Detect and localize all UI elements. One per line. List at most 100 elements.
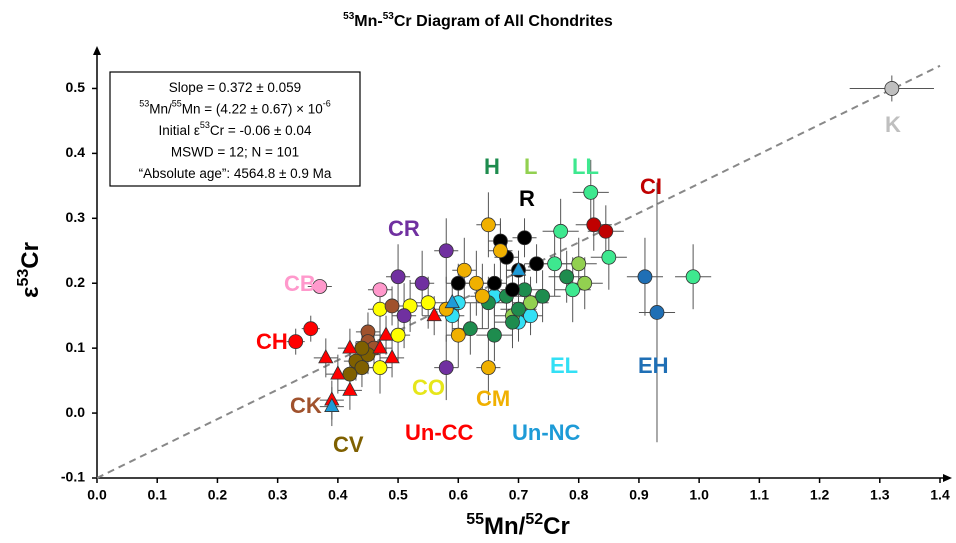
- x-axis-arrow: [943, 474, 952, 482]
- x-tick-label: 0.7: [509, 487, 529, 503]
- x-tick-label: 1.3: [870, 487, 890, 503]
- point: [390, 269, 406, 285]
- point: [462, 321, 478, 337]
- point: [553, 223, 569, 239]
- point: [685, 269, 701, 285]
- point: [384, 298, 400, 314]
- stats-line-part: MSWD = 12; N = 101: [171, 144, 299, 159]
- stats-line: “Absolute age”: 4564.8 ± 0.9 Ma: [139, 166, 332, 181]
- stats-line: MSWD = 12; N = 101: [171, 144, 299, 159]
- legend-label: K: [885, 112, 901, 137]
- point: [330, 365, 346, 380]
- x-tick-label: 0.3: [268, 487, 288, 503]
- x-axis-label: 55Mn/52Cr: [466, 511, 570, 541]
- point: [378, 326, 394, 341]
- legend-label: CV: [333, 432, 364, 457]
- legend-label: EH: [638, 353, 669, 378]
- legend-label: H: [484, 154, 500, 179]
- point: [396, 308, 412, 324]
- point: [577, 275, 593, 291]
- point: [438, 360, 454, 376]
- x-tick-label: 0.5: [388, 487, 408, 503]
- stats-line-part: Mn/: [149, 101, 172, 116]
- point: [450, 327, 466, 343]
- point: [324, 397, 340, 412]
- point: [318, 349, 334, 364]
- y-axis-label-part: 53: [15, 269, 32, 287]
- point: [354, 340, 370, 356]
- point: [649, 305, 665, 320]
- stats-line-part: Mn = (4.22 ± 0.67) × 10: [182, 101, 323, 116]
- point: [456, 262, 472, 278]
- y-axis-label: ε53Cr: [15, 242, 45, 298]
- point: [529, 256, 544, 272]
- x-axis-label-part: Cr: [543, 513, 570, 540]
- point: [372, 339, 388, 354]
- chart-title-part: Mn-: [354, 13, 382, 30]
- point: [342, 366, 358, 382]
- x-tick-label: 0.0: [87, 487, 107, 503]
- point: [390, 327, 406, 343]
- legend-label: CK: [290, 393, 322, 418]
- x-axis-label-part: 55: [466, 511, 484, 528]
- legend-label: CM: [476, 386, 510, 411]
- chart-title-part: 53: [343, 11, 355, 22]
- point: [559, 269, 575, 285]
- legend-label: LL: [572, 154, 599, 179]
- stats-line-part: Cr = -0.06 ± 0.04: [210, 123, 312, 138]
- point: [312, 279, 328, 294]
- stats-line-part: Initial ε: [159, 123, 200, 138]
- y-tick-label: 0.3: [66, 209, 86, 225]
- stats-line-part: -6: [323, 99, 331, 109]
- chart-title-part: 53: [383, 11, 395, 22]
- point: [884, 81, 900, 96]
- legend-label: CI: [640, 174, 662, 199]
- stats-line-part: 53: [200, 120, 210, 130]
- legend-label: R: [519, 186, 535, 211]
- y-axis-label-part: ε: [17, 287, 44, 298]
- point: [517, 230, 532, 246]
- y-tick-label: 0.0: [66, 404, 86, 420]
- x-tick-label: 1.4: [930, 487, 950, 503]
- point: [511, 301, 526, 317]
- point: [523, 295, 538, 311]
- legend-label: Un-NC: [512, 420, 581, 445]
- point: [480, 217, 496, 233]
- point: [342, 381, 358, 396]
- stats-line-part: 55: [172, 99, 182, 109]
- point: [444, 293, 460, 309]
- stats-line-part: “Absolute age”: 4564.8 ± 0.9 Ma: [139, 166, 332, 181]
- point: [438, 243, 454, 259]
- point: [487, 327, 502, 343]
- point: [586, 217, 602, 233]
- point: [535, 288, 550, 304]
- chart-title: 53Mn-53Cr Diagram of All Chondrites: [343, 11, 613, 30]
- point: [583, 184, 599, 200]
- stats-box: [109, 71, 361, 187]
- stats-line-part: 53: [139, 99, 149, 109]
- y-tick-label: 0.4: [66, 144, 86, 160]
- legend-label: CB: [284, 271, 316, 296]
- point: [480, 360, 496, 376]
- point: [342, 339, 358, 354]
- y-axis-label-part: Cr: [17, 242, 44, 269]
- x-tick-label: 1.2: [810, 487, 830, 503]
- legend-label: Un-CC: [405, 420, 474, 445]
- stats-line: 53Mn/55Mn = (4.22 ± 0.67) × 10-6: [139, 99, 331, 116]
- x-axis-label-part: 52: [525, 511, 543, 528]
- point: [372, 360, 388, 376]
- point: [474, 288, 490, 304]
- point: [601, 249, 617, 265]
- legend-label: CO: [412, 375, 445, 400]
- point: [571, 256, 587, 272]
- x-tick-label: 0.8: [569, 487, 589, 503]
- stats-line-part: Slope = 0.372 ± 0.059: [169, 80, 301, 95]
- x-tick-label: 1.0: [689, 487, 709, 503]
- legend-label: CH: [256, 329, 288, 354]
- point: [354, 360, 370, 376]
- legend-label: CR: [388, 216, 420, 241]
- legend-label: EL: [550, 353, 578, 378]
- x-tick-label: 0.1: [147, 487, 167, 503]
- point: [547, 256, 563, 272]
